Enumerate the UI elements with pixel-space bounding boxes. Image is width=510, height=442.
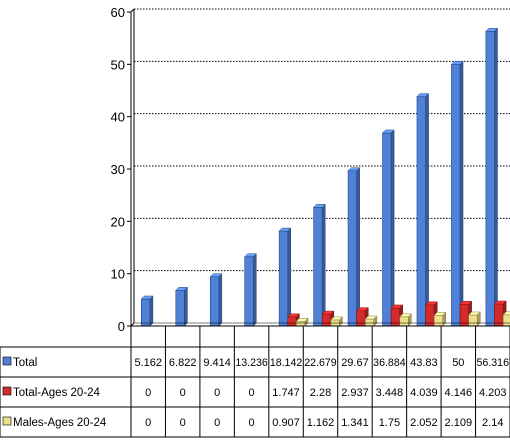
bar-side — [494, 27, 498, 327]
bar-side — [356, 167, 360, 327]
y-tick-label: 40 — [111, 110, 125, 125]
legend-swatch — [2, 386, 12, 396]
table-cell: 36.884 — [373, 357, 405, 369]
table-cell: 0 — [249, 387, 255, 399]
legend-label: Total-Ages 20-24 — [13, 387, 101, 399]
bar-males-ages-20-24-2010 — [364, 318, 375, 327]
floor-edge — [130, 322, 135, 327]
y-tick-label: 60 — [111, 5, 125, 20]
bar-total-2000 — [313, 207, 323, 327]
table-cell: 5.162 — [134, 357, 162, 369]
table-cell: 13.236 — [235, 357, 267, 369]
bar-total-2010 — [347, 170, 357, 327]
bar-top — [502, 311, 510, 316]
bar-total-ages-20-24-2000 — [321, 313, 332, 327]
legend-label: Males-Ages 20-24 — [13, 417, 107, 429]
bar-side — [321, 203, 326, 327]
legend-label: Total — [13, 357, 37, 369]
table-cell: 2.052 — [410, 417, 438, 429]
bar-total-2050 — [485, 30, 495, 327]
table-cell: 4.146 — [445, 387, 473, 399]
table-cell: 4.203 — [479, 387, 507, 399]
bar-side — [184, 286, 188, 327]
table-cell: 29.67 — [341, 357, 369, 369]
bar-side — [390, 129, 395, 327]
table-cell: 1.75 — [379, 417, 400, 429]
table-cell: 1.162 — [307, 417, 335, 429]
table-cell: 6.822 — [169, 357, 197, 369]
bar-males-ages-20-24-1990 — [296, 320, 306, 327]
y-tick-label: 10 — [111, 267, 125, 282]
legend-swatch — [2, 416, 12, 426]
table-cell: 9.414 — [203, 357, 231, 369]
bar-side — [287, 227, 292, 327]
legend-swatch — [2, 356, 12, 366]
bar-males-ages-20-24-2050 — [502, 314, 510, 327]
y-tick-label: 0 — [118, 319, 125, 334]
bar-side — [218, 273, 223, 327]
bar-side — [149, 295, 154, 327]
table-cell: 0 — [145, 387, 151, 399]
table-cell: 1.747 — [272, 387, 300, 399]
table-cell: 2.109 — [445, 417, 473, 429]
bar-males-ages-20-24-2020 — [399, 316, 409, 327]
table-cell: 2.937 — [341, 387, 369, 399]
bars — [140, 27, 510, 327]
bar-males-ages-20-24-2040 — [468, 314, 478, 327]
table-cell: 0.907 — [272, 417, 300, 429]
y-axis: 0 10 20 30 40 50 60 — [111, 5, 510, 334]
table-cell: 0 — [180, 387, 186, 399]
table-cell: 3.448 — [376, 387, 404, 399]
bar-total-1980 — [244, 256, 254, 327]
bar-total-2030 — [416, 96, 426, 327]
table-cell: 43.83 — [410, 357, 438, 369]
bar-total-1990 — [278, 230, 289, 327]
table-cell: 0 — [249, 417, 255, 429]
bar-side — [459, 60, 464, 327]
gridlines — [134, 8, 510, 272]
table-cell: 50 — [452, 357, 464, 369]
y-tick-label: 20 — [111, 214, 125, 229]
bar-males-ages-20-24-2030 — [433, 314, 444, 327]
bar-total-2040 — [451, 64, 461, 327]
bar-total-1970 — [209, 276, 220, 327]
table-cell: 0 — [145, 417, 151, 429]
table-cell: 56.316 — [477, 357, 509, 369]
data-table: Total 5.162 6.822 9.414 13.236 18.142 22.679 29… — [0, 326, 510, 438]
table-cell: 4.039 — [410, 387, 438, 399]
table-cell: 0 — [180, 417, 186, 429]
bar-total-2020 — [382, 132, 392, 327]
table-cell: 0 — [214, 417, 220, 429]
bar-side — [425, 93, 429, 327]
table-cell: 0 — [214, 387, 220, 399]
y-tick-label: 50 — [111, 57, 125, 72]
table-cell: 22.679 — [304, 357, 336, 369]
table-cell: 2.28 — [310, 387, 331, 399]
bar-total-1960 — [175, 289, 185, 327]
table-cell: 1.341 — [341, 417, 369, 429]
y-tick-label: 30 — [111, 162, 125, 177]
bar-side — [253, 253, 257, 327]
table-cell: 2.14 — [482, 417, 503, 429]
bar-total-1950 — [141, 298, 151, 327]
bar-total-ages-20-24-1990 — [287, 316, 297, 327]
bar-total-ages-20-24-2010 — [356, 310, 366, 327]
table-cell: 18.142 — [270, 357, 302, 369]
